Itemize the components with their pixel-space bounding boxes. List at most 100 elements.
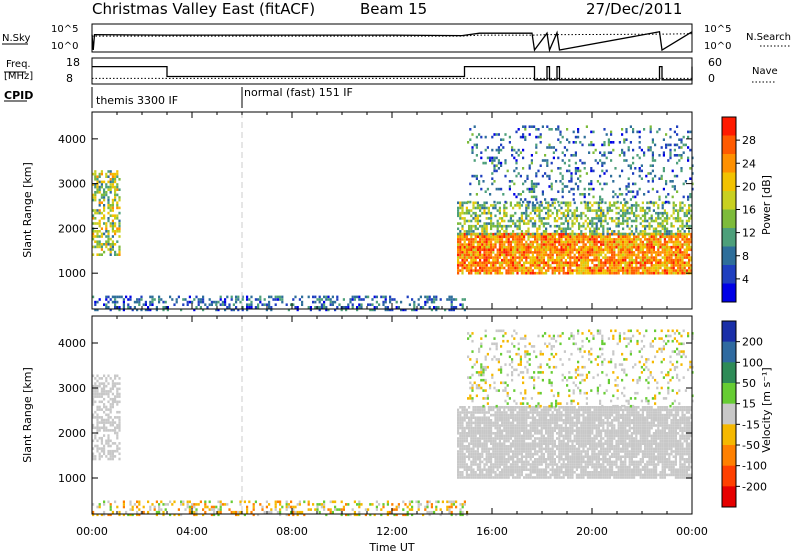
scatter-cell [620, 222, 622, 225]
scatter-cell [101, 173, 103, 176]
scatter-cell [584, 167, 586, 170]
scatter-cell [514, 236, 516, 239]
scatter-cell [116, 416, 118, 419]
scatter-cell [118, 511, 120, 514]
scatter-cell [459, 215, 461, 218]
scatter-cell [110, 209, 112, 212]
scatter-cell [590, 141, 592, 144]
scatter-cell [613, 251, 615, 254]
scatter-cell [611, 259, 613, 262]
scatter-cell [668, 236, 670, 239]
scatter-cell [112, 183, 114, 186]
scatter-cell [358, 501, 360, 504]
scatter-cell [479, 476, 481, 479]
scatter-cell [492, 236, 494, 239]
scatter-cell [668, 262, 670, 265]
scatter-cell [567, 241, 569, 244]
scatter-cell [472, 411, 474, 414]
scatter-cell [112, 296, 114, 299]
scatter-cell [466, 254, 468, 257]
scatter-cell [457, 409, 459, 412]
scatter-cell [487, 157, 489, 160]
scatter-cell [486, 468, 488, 471]
scatter-cell [532, 225, 534, 228]
scatter-cell [624, 267, 626, 270]
scatter-cell [479, 445, 481, 448]
scatter-cell [129, 501, 131, 504]
scatter-cell [99, 395, 101, 398]
scatter-cell [503, 246, 505, 249]
scatter-cell [677, 267, 679, 270]
scatter-cell [601, 154, 603, 157]
scatter-cell [114, 214, 116, 217]
scatter-cell [470, 269, 472, 272]
scatter-cell [116, 175, 118, 178]
scatter-cell [626, 238, 628, 241]
scatter-cell [503, 422, 505, 425]
scatter-cell [500, 188, 502, 191]
scatter-cell [114, 377, 116, 380]
scatter-cell [595, 149, 597, 152]
scatter-cell [567, 269, 569, 272]
scatter-cell [592, 144, 594, 147]
scatter-cell [557, 190, 559, 193]
scatter-cell [563, 212, 565, 215]
scatter-cell [94, 393, 96, 396]
scatter-cell [604, 215, 606, 218]
scatter-cell [648, 207, 650, 210]
scatter-cell [101, 382, 103, 385]
scatter-cell [483, 440, 485, 443]
scatter-cell [578, 272, 580, 275]
scatter-cell [475, 419, 477, 422]
scatter-cell [112, 178, 114, 181]
scatter-cell [521, 461, 523, 464]
scatter-cell [505, 256, 507, 259]
scatter-cell [504, 175, 506, 178]
scatter-cell [618, 254, 620, 257]
scatter-cell [94, 175, 96, 178]
scatter-cell [118, 251, 120, 254]
scatter-cell [688, 256, 690, 259]
scatter-cell [515, 159, 517, 162]
scatter-cell [679, 262, 681, 265]
scatter-cell [540, 201, 542, 204]
scatter-cell [600, 259, 602, 262]
scatter-cell [501, 432, 503, 435]
scatter-cell [246, 506, 248, 509]
scatter-cell [483, 416, 485, 419]
scatter-cell [499, 474, 501, 477]
scatter-cell [670, 272, 672, 275]
scatter-cell [94, 173, 96, 176]
scatter-cell [112, 227, 114, 230]
scatter-cell [615, 207, 617, 210]
scatter-cell [464, 259, 466, 262]
scatter-cell [516, 238, 518, 241]
scatter-cell [658, 128, 660, 131]
scatter-cell [679, 256, 681, 259]
scatter-cell [466, 445, 468, 448]
scatter-cell [114, 196, 116, 199]
scatter-cell [680, 138, 682, 141]
scatter-cell [659, 259, 661, 262]
scatter-cell [516, 424, 518, 427]
scatter-cell [211, 303, 213, 306]
scatter-cell [556, 262, 558, 265]
scatter-cell [459, 461, 461, 464]
scatter-cell [519, 461, 521, 464]
scatter-cell [99, 212, 101, 215]
scatter-cell [567, 267, 569, 270]
scatter-cell [530, 272, 532, 275]
scatter-cell [689, 177, 691, 180]
scatter-cell [593, 233, 595, 236]
scatter-cell [499, 432, 501, 435]
scatter-cell [648, 233, 650, 236]
scatter-cell [286, 503, 288, 506]
scatter-cell [558, 217, 560, 220]
scatter-cell [107, 442, 109, 445]
scatter-cell [503, 259, 505, 262]
scatter-cell [457, 466, 459, 469]
scatter-cell [477, 241, 479, 244]
scatter-cell [116, 188, 118, 191]
scatter-cell [668, 259, 670, 262]
scatter-cell [681, 269, 683, 272]
